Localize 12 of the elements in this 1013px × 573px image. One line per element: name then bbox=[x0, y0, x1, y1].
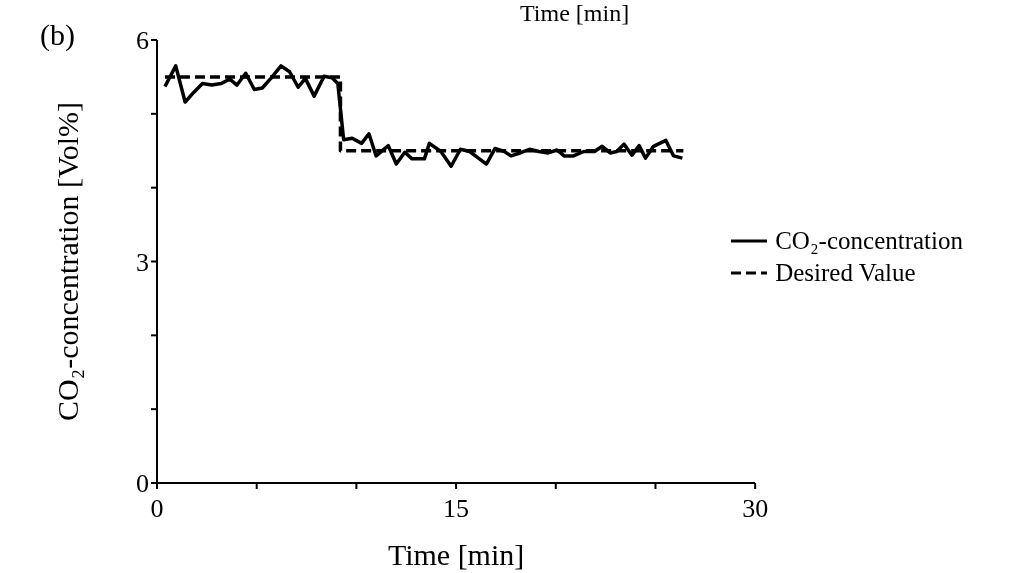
x-tick-label: 30 bbox=[742, 494, 769, 524]
y-tick-label: 3 bbox=[136, 247, 149, 277]
legend-label: CO₂-concentration bbox=[775, 226, 963, 256]
x-tick-label: 15 bbox=[443, 494, 470, 524]
legend-label: Desired Value bbox=[775, 258, 916, 288]
x-axis-title: Time [min] bbox=[387, 538, 525, 571]
text: Time [min] bbox=[520, 0, 630, 27]
text: (b) bbox=[40, 18, 75, 52]
y-tick-label: 6 bbox=[136, 26, 149, 56]
y-axis-title: CO₂-concentration [Vol%] bbox=[50, 102, 84, 421]
line-series bbox=[163, 64, 685, 169]
y-tick-label: 0 bbox=[136, 469, 149, 499]
